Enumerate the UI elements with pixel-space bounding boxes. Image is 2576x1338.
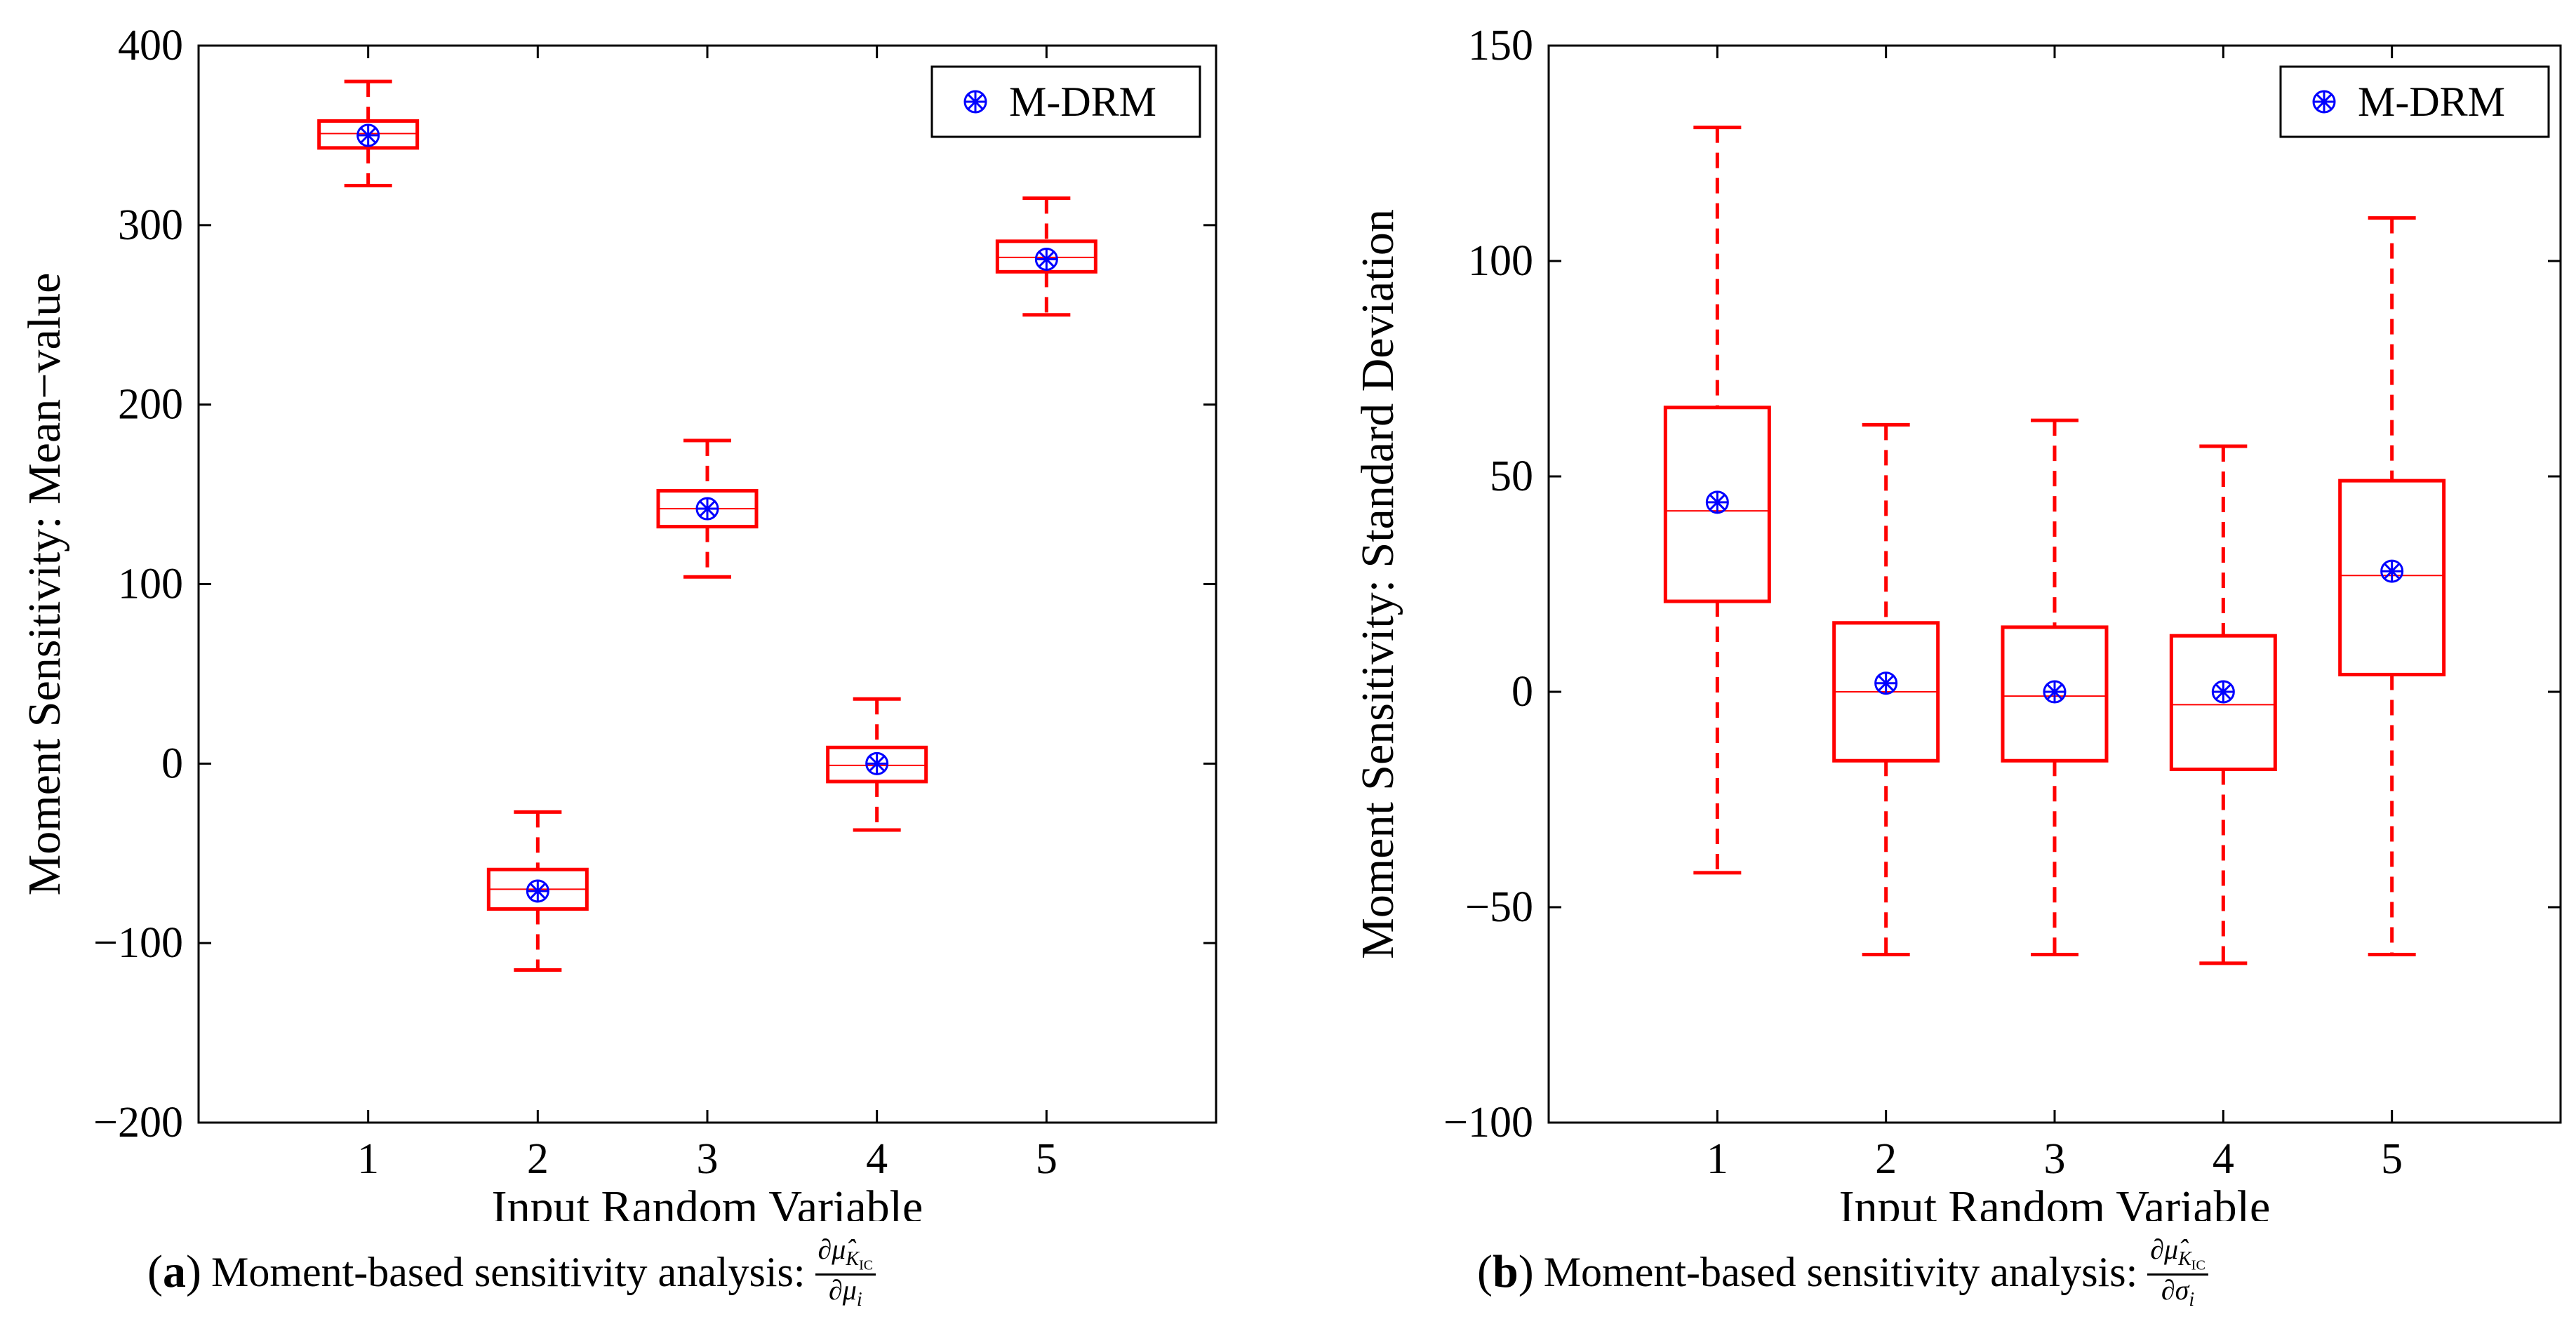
- boxplot-mean-sensitivity: −200 −100 0 100 200 300 400 1 2 3 4 5 Input Random V…: [19, 22, 1217, 1221]
- mdrm-marker: [2380, 559, 2404, 583]
- y-axis-label: Moment Sensitivity: Standard Deviation: [1352, 209, 1403, 959]
- chart-panel-a: −200 −100 0 100 200 300 400 1 2 3 4 5 Input Random V…: [19, 22, 1217, 1310]
- box-5: [2338, 216, 2446, 957]
- x-tick-label: 3: [2044, 1135, 2066, 1183]
- y-tick-label: 200: [118, 381, 183, 429]
- mdrm-marker: [1034, 247, 1058, 271]
- box-iqr: [826, 745, 928, 784]
- y-tick-label: −100: [1443, 1099, 1533, 1146]
- box-5: [995, 196, 1097, 317]
- caption-fraction: ∂μ̂KIC ∂μi: [815, 1235, 876, 1310]
- box-1: [1663, 126, 1771, 875]
- x-tick-label: 1: [1707, 1135, 1728, 1183]
- mdrm-marker: [695, 497, 719, 521]
- box-3: [656, 439, 759, 579]
- box-4: [2169, 444, 2277, 965]
- mdrm-marker: [356, 123, 380, 147]
- y-tick-label: 50: [1490, 453, 1533, 500]
- x-axis-label: Input Random Variable: [492, 1182, 923, 1221]
- y-tick-label: 0: [161, 740, 183, 787]
- box-iqr: [2001, 625, 2109, 763]
- caption-tag-letter: b: [1492, 1246, 1519, 1298]
- mdrm-marker: [2043, 680, 2067, 704]
- mdrm-marker: [2211, 680, 2235, 704]
- x-axis-label: Input Random Variable: [1839, 1182, 2271, 1221]
- box-2: [1832, 422, 1940, 957]
- x-tick-label: 4: [2213, 1135, 2234, 1183]
- y-tick-label: 0: [1511, 668, 1533, 716]
- caption-tag-open: (: [1477, 1246, 1493, 1298]
- legend: M-DRM: [2279, 65, 2550, 138]
- y-tick-label: 100: [118, 561, 183, 608]
- plot-frame: [197, 44, 1217, 1124]
- caption-text: Moment-based sensitivity analysis:: [1543, 1248, 2138, 1295]
- boxplot-std-sensitivity: −100 −50 0 50 100 150 1 2 3 4 5 Input Random Variab…: [1352, 22, 2562, 1221]
- mdrm-marker: [1705, 490, 1729, 514]
- caption-b: (b) Moment-based sensitivity analysis: ∂…: [1477, 1235, 2208, 1310]
- fraction-numerator: ∂μ̂KIC: [815, 1235, 876, 1276]
- y-tick-label: 400: [118, 22, 183, 69]
- x-tick-label: 5: [2381, 1135, 2403, 1183]
- caption-tag-letter: a: [162, 1246, 186, 1298]
- caption-tag-open: (: [147, 1246, 163, 1298]
- fraction-numerator: ∂μ̂KIC: [2147, 1235, 2208, 1276]
- box-3: [2001, 418, 2109, 957]
- x-tick-label: 2: [527, 1135, 549, 1183]
- caption-text: Moment-based sensitivity analysis:: [211, 1248, 806, 1295]
- y-tick-label: −100: [93, 919, 183, 967]
- mdrm-marker: [1874, 671, 1898, 695]
- box-2: [486, 810, 589, 972]
- y-tick-label: 150: [1468, 22, 1533, 69]
- legend-label: M-DRM: [1009, 79, 1156, 125]
- caption-a: (a) Moment-based sensitivity analysis: ∂…: [147, 1235, 876, 1310]
- y-tick-label: 300: [118, 201, 183, 249]
- mdrm-marker: [865, 751, 889, 775]
- legend-marker-icon: [963, 90, 987, 114]
- y-tick-label: −200: [93, 1099, 183, 1146]
- legend: M-DRM: [930, 65, 1201, 138]
- chart-panel-b: −100 −50 0 50 100 150 1 2 3 4 5 Input Random Variab…: [1288, 0, 2576, 1338]
- x-tick-label: 5: [1036, 1135, 1057, 1183]
- x-tick-label: 2: [1875, 1135, 1897, 1183]
- mdrm-marker: [526, 879, 549, 903]
- x-tick-label: 1: [357, 1135, 379, 1183]
- legend-marker-icon: [2312, 90, 2336, 114]
- caption-tag-close: ): [185, 1246, 201, 1298]
- box-iqr: [317, 119, 420, 150]
- x-tick-label: 4: [866, 1135, 888, 1183]
- y-tick-label: −50: [1465, 883, 1533, 931]
- fraction-denominator: ∂σi: [2161, 1273, 2195, 1311]
- box-iqr: [1663, 406, 1771, 603]
- box-iqr: [2338, 479, 2446, 676]
- x-tick-label: 3: [697, 1135, 719, 1183]
- caption-tag-close: ): [1518, 1246, 1534, 1298]
- legend-label: M-DRM: [2358, 79, 2505, 125]
- box-iqr: [995, 239, 1097, 274]
- fraction-denominator: ∂μi: [828, 1273, 862, 1311]
- box-1: [317, 79, 420, 188]
- box-iqr: [2169, 634, 2277, 772]
- y-axis-label: Moment Sensitivity: Mean−value: [19, 273, 70, 896]
- caption-fraction: ∂μ̂KIC ∂σi: [2147, 1235, 2208, 1310]
- y-tick-label: 100: [1468, 237, 1533, 285]
